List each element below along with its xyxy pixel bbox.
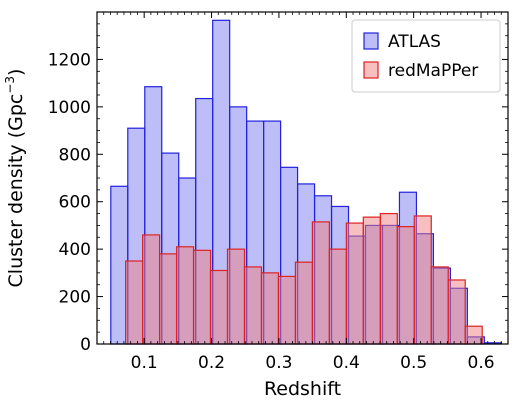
legend-swatch-redmapper — [363, 61, 379, 79]
legend-swatch-atlas — [363, 32, 379, 50]
bar-redmapper-7 — [243, 266, 263, 345]
legend: ATLAS redMaPPer — [351, 19, 501, 93]
y-tick-label: 400 — [59, 240, 91, 260]
y-tick-label: 0 — [80, 335, 91, 355]
y-tick-label: 200 — [59, 288, 91, 308]
bar-redmapper-9 — [277, 275, 297, 345]
legend-label-redmapper: redMaPPer — [388, 61, 478, 81]
y-axis-label-close: ) — [5, 69, 27, 76]
bar-redmapper-17 — [413, 215, 432, 345]
bar-redmapper-6 — [226, 248, 246, 345]
bar-redmapper-1 — [142, 234, 161, 345]
x-tick-label: 0.2 — [198, 353, 225, 373]
x-tick-label: 0.5 — [400, 353, 427, 373]
x-tick-label: 0.6 — [468, 353, 495, 373]
bar-redmapper-12 — [328, 248, 347, 345]
bar-redmapper-8 — [260, 272, 280, 345]
bar-redmapper-3 — [175, 246, 195, 345]
y-axis-label-superscript: −3 — [3, 76, 17, 94]
y-axis-label-main: Cluster density (Gpc — [5, 94, 27, 288]
bar-redmapper-15 — [379, 212, 398, 345]
bar-redmapper-4 — [192, 249, 212, 345]
y-tick-label: 600 — [59, 193, 91, 213]
y-tick-label: 1000 — [48, 98, 91, 118]
x-tick-label: 0.4 — [333, 353, 360, 373]
bars-layer — [110, 19, 502, 345]
x-tick-label: 0.3 — [265, 353, 292, 373]
bar-redmapper-0 — [125, 260, 144, 345]
bar-redmapper-13 — [345, 222, 364, 345]
bar-redmapper-5 — [209, 269, 229, 345]
bar-redmapper-11 — [311, 221, 330, 345]
bar-redmapper-18 — [430, 266, 449, 345]
y-tick-label: 1200 — [48, 50, 91, 70]
ticks-layer: 0.1 0.2 0.3 0.4 0.5 0.6 0 200 400 600 800 1000 1200 — [48, 12, 508, 373]
bar-redmapper-2 — [158, 253, 178, 345]
x-tick-label: 0.1 — [131, 353, 158, 373]
legend-box — [351, 19, 501, 93]
bar-redmapper-10 — [294, 261, 314, 345]
legend-label-atlas: ATLAS — [388, 32, 441, 52]
y-tick-label: 800 — [59, 145, 91, 165]
bar-redmapper-16 — [396, 226, 415, 345]
x-axis-label: Redshift — [264, 378, 341, 400]
bar-redmapper-14 — [362, 216, 381, 345]
bar-redmapper-19 — [447, 279, 466, 345]
y-axis-label: Cluster density (Gpc−3) — [3, 69, 27, 288]
